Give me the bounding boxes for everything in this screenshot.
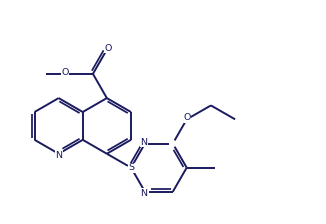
Text: N: N bbox=[140, 138, 147, 147]
Text: O: O bbox=[105, 44, 112, 53]
Text: O: O bbox=[183, 113, 190, 123]
Text: O: O bbox=[61, 68, 69, 77]
Text: N: N bbox=[55, 151, 62, 160]
Text: S: S bbox=[128, 163, 134, 172]
Text: N: N bbox=[140, 189, 147, 198]
